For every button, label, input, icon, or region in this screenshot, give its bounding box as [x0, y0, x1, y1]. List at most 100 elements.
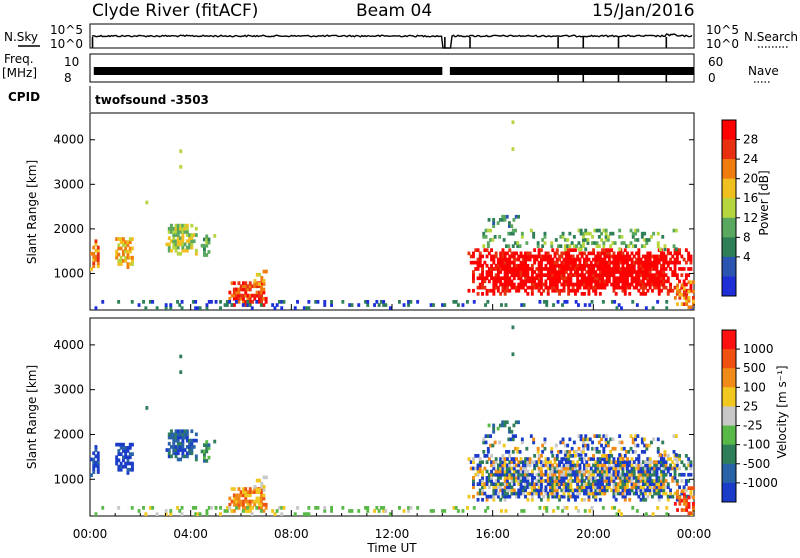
velocity-cell — [653, 485, 657, 490]
power-colorbar-swatch — [722, 198, 736, 219]
velocity-cell — [282, 506, 286, 510]
power-cell — [172, 245, 176, 250]
velocity-cell — [657, 491, 661, 496]
velocity-cell — [375, 506, 379, 510]
velocity-cell — [115, 442, 119, 447]
power-cell — [626, 267, 629, 271]
velocity-cell — [571, 460, 575, 464]
power-cell — [237, 293, 241, 298]
velocity-cell — [619, 463, 623, 468]
velocity-cell — [517, 488, 521, 493]
velocity-cell — [576, 460, 580, 464]
velocity-cell — [603, 469, 607, 474]
velocity-cell — [535, 479, 539, 483]
power-cell — [574, 282, 577, 287]
power-cell — [657, 260, 661, 265]
velocity-cell — [499, 463, 503, 468]
velocity-cell — [542, 460, 546, 464]
power-cell — [487, 267, 491, 271]
velocity-cell — [564, 488, 568, 493]
velocity-cell — [648, 469, 652, 474]
velocity-cell — [251, 490, 254, 494]
power-cell — [248, 284, 252, 289]
power-cell — [478, 257, 482, 262]
power-cell — [644, 254, 648, 259]
power-cell — [674, 247, 678, 252]
power-cell — [549, 285, 552, 290]
power-cell — [619, 270, 623, 274]
power-cell — [567, 254, 571, 259]
velocity-cell — [258, 488, 261, 492]
power-cell — [657, 254, 661, 259]
power-cell — [293, 306, 297, 310]
power-cell — [564, 251, 568, 256]
power-cell — [542, 267, 546, 271]
velocity-cell — [476, 469, 480, 474]
velocity-cell — [587, 463, 591, 468]
velocity-cells — [90, 325, 695, 516]
velocity-cell — [626, 488, 629, 493]
power-cell — [545, 303, 549, 307]
power-cell — [503, 254, 507, 259]
velocity-cell — [648, 491, 652, 496]
power-cell — [646, 288, 650, 293]
power-cell — [592, 279, 595, 284]
velocity-cell — [617, 469, 620, 474]
velocity-cell — [682, 472, 686, 477]
velocity-cell — [246, 509, 250, 513]
power-cell — [232, 293, 236, 298]
power-cell — [350, 303, 354, 307]
velocity-cell — [555, 488, 559, 493]
velocity-cell — [662, 479, 666, 483]
power-cell — [576, 279, 580, 284]
velocity-cell — [90, 473, 93, 477]
power-cell — [646, 260, 650, 265]
velocity-cell — [641, 497, 645, 502]
velocity-cell — [373, 509, 376, 513]
velocity-cell — [379, 506, 383, 510]
velocity-cell — [555, 457, 559, 461]
velocity-cell — [533, 454, 537, 458]
power-cell — [595, 228, 599, 233]
velocity-cell — [689, 463, 693, 468]
velocity-cell — [181, 454, 185, 459]
velocity-cell — [574, 497, 577, 502]
velocity-cell — [685, 498, 689, 503]
velocity-cell — [666, 454, 670, 458]
power-cell — [585, 260, 589, 265]
velocity-cell — [631, 437, 635, 442]
power-cell — [432, 303, 435, 307]
power-cell — [508, 282, 512, 287]
power-cell — [637, 260, 641, 265]
power-cell — [96, 255, 100, 259]
power-cell — [499, 254, 503, 259]
velocity-cell — [567, 472, 571, 477]
power-cell — [660, 254, 663, 259]
velocity-cell — [503, 466, 507, 471]
velocity-cell — [618, 440, 622, 445]
power-cell — [472, 273, 475, 277]
velocity-cell — [585, 469, 589, 474]
velocity-cell — [530, 479, 534, 483]
velocity-cell — [597, 450, 601, 454]
power-cell — [185, 226, 189, 231]
velocity-cell — [257, 502, 261, 507]
beam-title: Beam 04 — [356, 1, 432, 21]
power-cell — [170, 230, 173, 234]
power-cell — [612, 282, 616, 287]
power-cell — [549, 267, 552, 271]
power-cell — [605, 282, 609, 287]
power-cell — [505, 244, 508, 248]
velocity-cell — [235, 499, 239, 504]
power-cell — [246, 296, 250, 301]
power-cell — [205, 243, 209, 248]
power-cell — [124, 255, 128, 260]
velocity-cell — [640, 440, 644, 445]
power-colorbar-tick-label: 24 — [743, 152, 758, 166]
velocity-cell — [535, 482, 539, 486]
velocity-cell — [519, 466, 523, 471]
velocity-cell — [601, 454, 604, 458]
power-cell — [619, 267, 623, 271]
power-cell — [571, 248, 575, 252]
velocity-cell — [623, 476, 627, 480]
